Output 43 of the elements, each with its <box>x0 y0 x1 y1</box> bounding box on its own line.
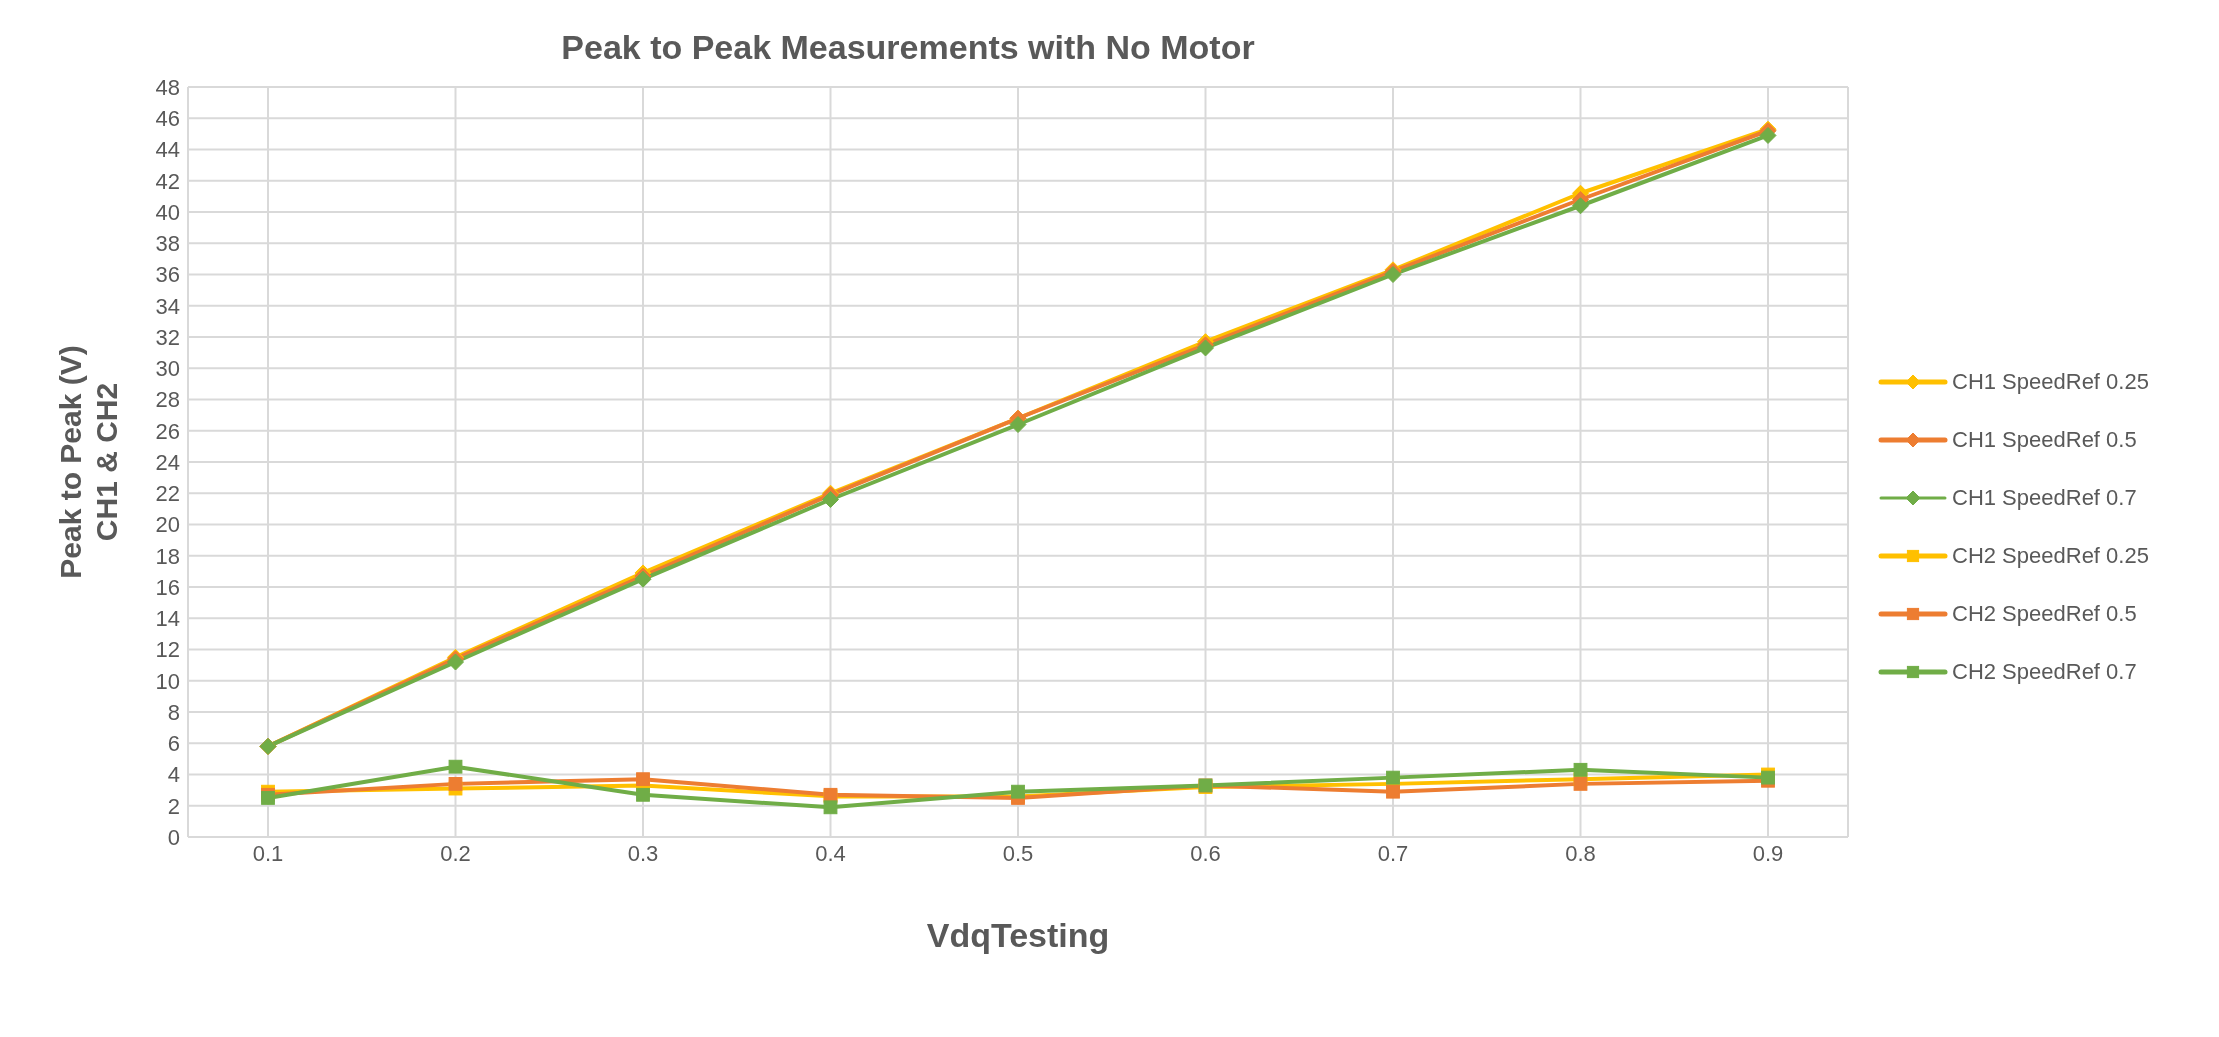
y-tick-label: 46 <box>155 106 180 132</box>
y-axis-title: Peak to Peak (V) CH1 & CH2 <box>54 345 123 579</box>
y-tick-label: 34 <box>155 293 180 319</box>
legend-label: CH2 SpeedRef 0.7 <box>1952 659 2137 685</box>
x-axis-title: VdqTesting <box>926 916 1110 954</box>
x-tick-label: 0.2 <box>440 840 471 866</box>
x-tick-label: 0.5 <box>1002 840 1034 866</box>
chart-title: Peak to Peak Measurements with No Motor <box>561 28 1255 66</box>
y-tick-label: 48 <box>155 74 180 100</box>
y-tick-label: 20 <box>155 512 180 538</box>
y-tick-label: 26 <box>155 418 180 444</box>
x-tick-label: 0.9 <box>1752 840 1784 866</box>
y-tick-label: 18 <box>155 543 180 569</box>
x-tick-label: 0.4 <box>815 840 846 866</box>
y-tick-label: 12 <box>155 637 180 663</box>
legend-label: CH1 SpeedRef 0.25 <box>1952 369 2149 395</box>
y-tick-label: 4 <box>167 762 180 788</box>
y-tick-label: 44 <box>155 137 180 163</box>
y-tick-label: 2 <box>167 793 180 819</box>
y-tick-label: 36 <box>155 262 180 288</box>
x-tick-label: 0.7 <box>1377 840 1409 866</box>
y-tick-label: 32 <box>155 324 180 350</box>
y-tick-label: 10 <box>155 668 180 694</box>
legend-label: CH1 SpeedRef 0.5 <box>1952 427 2137 453</box>
x-tick-label: 0.6 <box>1190 840 1221 866</box>
y-tick-label: 16 <box>155 574 180 600</box>
y-tick-label: 14 <box>155 606 180 632</box>
y-tick-label: 40 <box>155 199 180 225</box>
legend-label: CH1 SpeedRef 0.7 <box>1952 485 2137 511</box>
y-tick-label: 6 <box>167 731 180 757</box>
y-tick-label: 24 <box>155 449 180 475</box>
y-tick-label: 30 <box>155 356 180 382</box>
y-tick-label: 8 <box>167 699 180 725</box>
x-tick-label: 0.1 <box>252 840 284 866</box>
x-tick-label: 0.8 <box>1565 840 1596 866</box>
y-tick-label: 38 <box>155 231 180 257</box>
y-tick-label: 28 <box>155 387 180 413</box>
legend-label: CH2 SpeedRef 0.5 <box>1952 601 2137 627</box>
y-tick-label: 22 <box>155 481 180 507</box>
x-tick-label: 0.3 <box>627 840 659 866</box>
legend-label: CH2 SpeedRef 0.25 <box>1952 543 2149 569</box>
y-tick-label: 42 <box>155 168 180 194</box>
y-tick-label: 0 <box>167 824 180 850</box>
